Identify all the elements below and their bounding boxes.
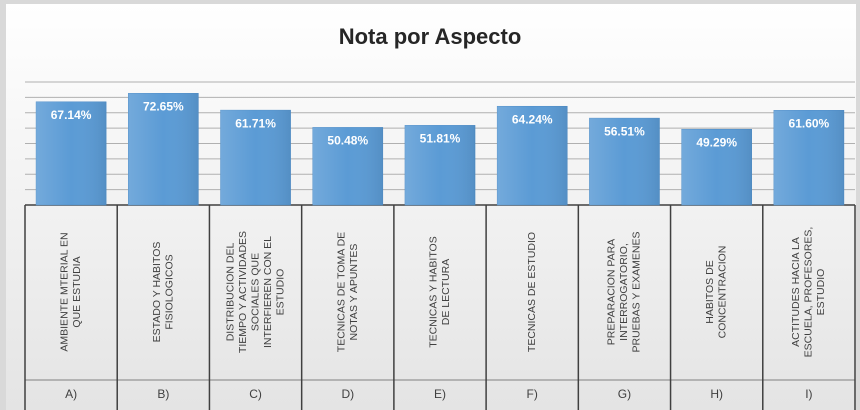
- bar-shade: [773, 110, 844, 205]
- bar-shade: [128, 93, 199, 205]
- data-label: 72.65%: [143, 99, 184, 113]
- category-description: ESTUDIO: [274, 269, 286, 316]
- category-description: ACTITUDES HACIA LA: [790, 237, 802, 347]
- category-description: QUE ESTUDIA: [71, 256, 83, 327]
- category-description: CONCENTRACION: [717, 246, 729, 339]
- x-tick-label: D): [341, 387, 354, 401]
- data-label: 49.29%: [696, 135, 737, 149]
- data-label: 64.24%: [512, 112, 553, 126]
- data-label: 51.81%: [420, 132, 461, 146]
- x-tick-label: E): [434, 387, 446, 401]
- bar-shade: [36, 101, 107, 205]
- category-description: FISIOLOGICOS: [163, 254, 175, 329]
- category-description: TECNICAS DE TOMA DE: [335, 232, 347, 352]
- bar-shade: [312, 127, 383, 205]
- category-description: INTERROGATORIO,: [618, 243, 630, 341]
- category-description: TECNICAS DE ESTUDIO: [526, 232, 538, 352]
- x-tick-label: I): [805, 387, 812, 401]
- data-label: 61.60%: [789, 116, 830, 130]
- category-description: INTERFIEREN CON EL: [262, 236, 274, 348]
- category-description: ESCUELA, PROFESORES,: [803, 227, 815, 358]
- bar-shade: [220, 110, 291, 205]
- data-label: 56.51%: [604, 124, 645, 138]
- category-description: ESTUDIO: [815, 269, 827, 316]
- bar-shade: [497, 106, 568, 205]
- category-description: NOTAS Y APUNTES: [348, 244, 360, 341]
- category-description: HABITOS DE: [704, 260, 716, 323]
- category-description: PREPARACION PARA: [606, 239, 618, 345]
- category-description: TIEMPO Y ACTIVIDADES: [237, 231, 249, 353]
- x-tick-label: C): [249, 387, 262, 401]
- background: [6, 4, 856, 410]
- x-tick-label: A): [65, 387, 77, 401]
- x-tick-label: B): [157, 387, 169, 401]
- category-description: DISTRIBUCION DEL: [224, 243, 236, 342]
- x-tick-label: G): [618, 387, 631, 401]
- category-description: SOCIALES QUE: [249, 253, 261, 331]
- category-description: DE LECTURA: [440, 259, 452, 326]
- x-tick-label: H): [710, 387, 723, 401]
- bar-shade: [589, 118, 660, 205]
- data-label: 61.71%: [235, 116, 276, 130]
- data-label: 50.48%: [327, 134, 368, 148]
- category-description: TECNICAS Y HABITOS: [428, 236, 440, 347]
- category-description: PRUEBAS Y EXAMENES: [631, 232, 643, 353]
- chart-title: Nota por Aspecto: [339, 24, 522, 49]
- category-description: AMBIENTE MTERIAL EN: [59, 232, 71, 351]
- bar-shade: [404, 125, 476, 205]
- x-tick-label: F): [527, 387, 538, 401]
- data-label: 67.14%: [51, 108, 92, 122]
- category-description: ESTADO Y HABITOS: [151, 242, 163, 343]
- bar-shade: [681, 129, 752, 205]
